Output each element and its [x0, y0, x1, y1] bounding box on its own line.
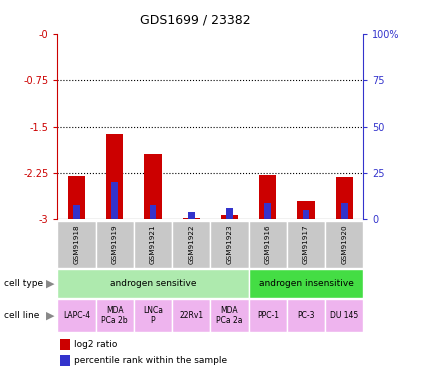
Text: cell line: cell line — [4, 311, 40, 320]
FancyBboxPatch shape — [249, 221, 287, 268]
Text: ▶: ▶ — [46, 279, 54, 288]
FancyBboxPatch shape — [57, 221, 96, 268]
Text: ▶: ▶ — [46, 310, 54, 320]
Bar — [336, 177, 353, 219]
Bar — [264, 202, 271, 219]
FancyBboxPatch shape — [325, 221, 363, 268]
Text: PC-3: PC-3 — [297, 311, 315, 320]
Bar — [226, 208, 233, 219]
Text: androgen sensitive: androgen sensitive — [110, 279, 196, 288]
FancyBboxPatch shape — [57, 269, 249, 298]
Bar — [221, 215, 238, 219]
FancyBboxPatch shape — [96, 221, 134, 268]
FancyBboxPatch shape — [249, 269, 363, 298]
Text: androgen insensitive: androgen insensitive — [258, 279, 354, 288]
Text: log2 ratio: log2 ratio — [74, 340, 117, 349]
FancyBboxPatch shape — [57, 299, 96, 332]
Text: GSM91922: GSM91922 — [188, 225, 194, 264]
Text: cell type: cell type — [4, 279, 43, 288]
FancyBboxPatch shape — [210, 221, 249, 268]
Bar — [341, 202, 348, 219]
Text: GSM91923: GSM91923 — [227, 225, 232, 264]
FancyBboxPatch shape — [249, 299, 287, 332]
Text: DU 145: DU 145 — [330, 311, 358, 320]
Text: GSM91920: GSM91920 — [341, 225, 347, 264]
Bar — [298, 201, 314, 219]
Bar — [144, 154, 162, 219]
Text: GDS1699 / 23382: GDS1699 / 23382 — [140, 13, 251, 26]
Text: 22Rv1: 22Rv1 — [179, 311, 203, 320]
Bar — [188, 212, 195, 219]
Text: GSM91916: GSM91916 — [265, 225, 271, 264]
FancyBboxPatch shape — [134, 299, 172, 332]
FancyBboxPatch shape — [287, 299, 325, 332]
Bar — [183, 217, 200, 219]
Text: MDA
PCa 2b: MDA PCa 2b — [102, 306, 128, 325]
FancyBboxPatch shape — [210, 299, 249, 332]
Bar — [259, 175, 276, 219]
Text: LNCa
P: LNCa P — [143, 306, 163, 325]
FancyBboxPatch shape — [172, 299, 210, 332]
Text: GSM91917: GSM91917 — [303, 225, 309, 264]
Bar — [73, 204, 80, 219]
Text: percentile rank within the sample: percentile rank within the sample — [74, 356, 227, 365]
Bar — [106, 134, 123, 219]
Bar — [303, 210, 309, 219]
Text: GSM91921: GSM91921 — [150, 225, 156, 264]
FancyBboxPatch shape — [325, 299, 363, 332]
Text: GSM91918: GSM91918 — [74, 225, 79, 264]
Bar — [68, 176, 85, 219]
Bar — [111, 182, 118, 219]
Text: LAPC-4: LAPC-4 — [63, 311, 90, 320]
FancyBboxPatch shape — [96, 299, 134, 332]
FancyBboxPatch shape — [172, 221, 210, 268]
Text: MDA
PCa 2a: MDA PCa 2a — [216, 306, 243, 325]
Text: PPC-1: PPC-1 — [257, 311, 279, 320]
FancyBboxPatch shape — [287, 221, 325, 268]
Text: GSM91919: GSM91919 — [112, 225, 118, 264]
FancyBboxPatch shape — [134, 221, 172, 268]
Bar — [150, 204, 156, 219]
